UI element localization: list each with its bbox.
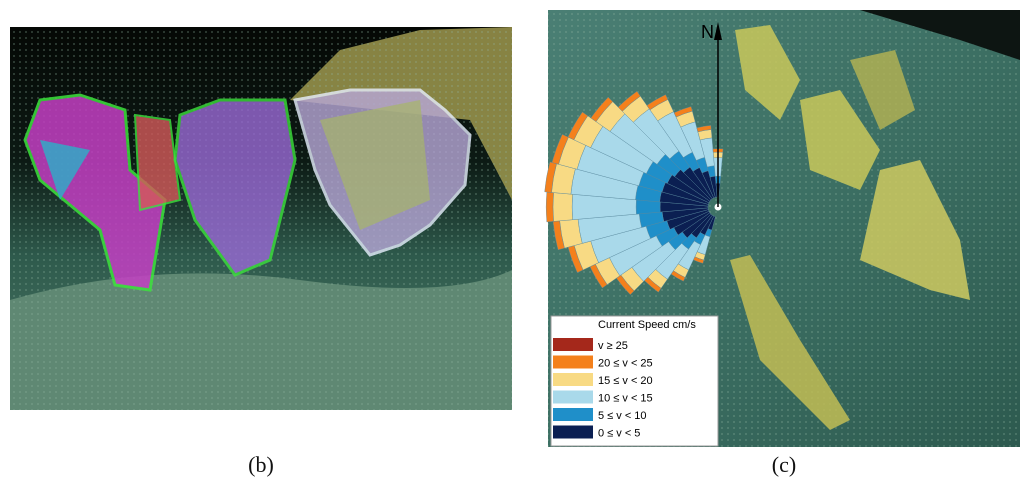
figure: N Current Speed cm/s v ≥ 25 20 ≤ v < 25 15… [0,0,1024,482]
legend-swatch [553,373,593,386]
legend-swatch [553,408,593,421]
north-label: N [701,22,714,42]
legend-swatch [553,391,593,404]
legend-label: 20 ≤ v < 25 [598,358,653,370]
rose-wedge [553,193,573,222]
rose-wedge [546,192,553,222]
point-cloud-image [10,27,512,410]
legend-swatch [553,426,593,439]
rose-wedge [636,200,660,214]
legend-label: 15 ≤ v < 20 [598,375,653,387]
legend: Current Speed cm/s v ≥ 25 20 ≤ v < 25 15 ≤… [551,316,718,446]
panel-label: (b) [221,452,301,478]
legend-label: v ≥ 25 [598,340,628,352]
legend-title: Current Speed cm/s [598,319,696,331]
legend-label: 0 ≤ v < 5 [598,428,640,440]
panel-label: (c) [744,452,824,478]
legend-swatch [553,338,593,351]
legend-label: 10 ≤ v < 15 [598,393,653,405]
legend-label: 5 ≤ v < 10 [598,410,647,422]
legend-swatch [553,356,593,369]
figure-art: N Current Speed cm/s v ≥ 25 20 ≤ v < 25 15… [0,0,1024,482]
